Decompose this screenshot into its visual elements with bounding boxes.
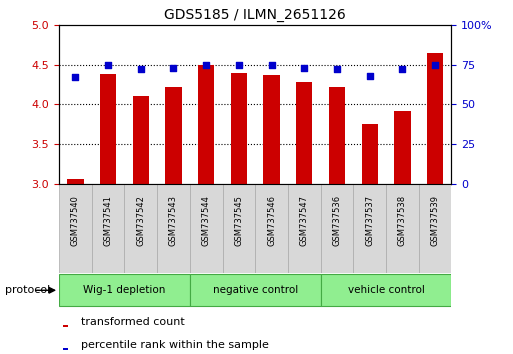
Bar (288, 184, 321, 273)
Point (366, 73, 374, 79)
Bar (419, 184, 451, 273)
Title: GDS5185 / ILMN_2651126: GDS5185 / ILMN_2651126 (164, 8, 346, 22)
Bar (198, 64, 214, 184)
Point (169, 65, 177, 70)
Text: negative control: negative control (212, 285, 298, 295)
Bar (100, 74, 116, 184)
Bar (263, 75, 280, 184)
Point (136, 67, 145, 72)
Text: Wig-1 depletion: Wig-1 depletion (83, 285, 166, 295)
Point (333, 67, 341, 72)
Bar (362, 124, 378, 184)
Bar (329, 87, 345, 184)
Point (300, 65, 308, 70)
Text: vehicle control: vehicle control (348, 285, 424, 295)
Bar (59, 274, 190, 306)
Point (202, 62, 210, 67)
Bar (321, 184, 353, 273)
Point (267, 62, 275, 67)
Bar (296, 82, 312, 184)
Text: GSM737538: GSM737538 (398, 195, 407, 246)
Text: GSM737541: GSM737541 (104, 195, 112, 246)
Bar (59, 184, 92, 273)
Text: GSM737547: GSM737547 (300, 195, 309, 246)
Point (431, 62, 439, 67)
Bar (67, 178, 84, 184)
Text: GSM737545: GSM737545 (234, 195, 243, 246)
Text: GSM737546: GSM737546 (267, 195, 276, 246)
Point (235, 62, 243, 67)
Bar (190, 184, 223, 273)
Text: transformed count: transformed count (81, 317, 184, 327)
Bar (124, 184, 157, 273)
Point (104, 62, 112, 67)
Bar (394, 111, 410, 184)
Bar (427, 53, 443, 184)
Bar (353, 184, 386, 273)
Text: GSM737537: GSM737537 (365, 195, 374, 246)
Point (71, 74, 80, 80)
Bar (165, 87, 182, 184)
Bar (190, 274, 321, 306)
Text: GSM737540: GSM737540 (71, 195, 80, 246)
Text: GSM737544: GSM737544 (202, 195, 211, 246)
Text: protocol: protocol (5, 285, 50, 295)
Text: GSM737539: GSM737539 (430, 195, 440, 246)
Bar (92, 184, 125, 273)
Bar (132, 96, 149, 184)
Bar (386, 184, 419, 273)
Bar (255, 184, 288, 273)
Text: percentile rank within the sample: percentile rank within the sample (81, 340, 268, 350)
Point (398, 67, 406, 72)
Bar (157, 184, 190, 273)
Bar (223, 184, 255, 273)
Bar (231, 73, 247, 184)
Text: GSM737542: GSM737542 (136, 195, 145, 246)
Text: GSM737543: GSM737543 (169, 195, 178, 246)
Bar (63, 348, 68, 350)
Bar (63, 325, 68, 327)
Text: GSM737536: GSM737536 (332, 195, 342, 246)
Bar (321, 274, 451, 306)
